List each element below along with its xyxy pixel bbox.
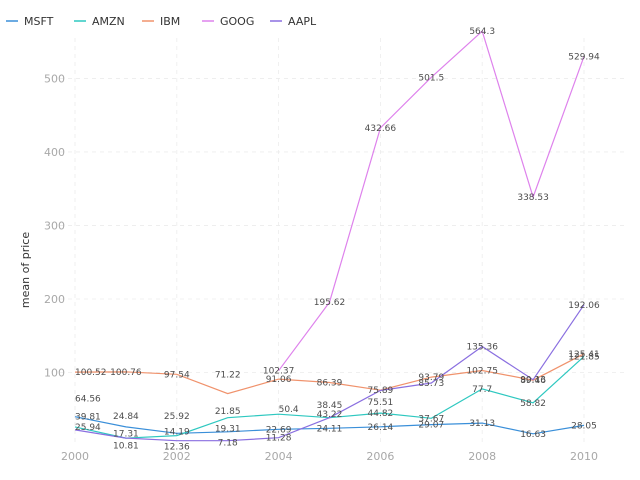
x-tick-label: 2004	[265, 450, 293, 463]
x-tick-label: 2000	[61, 450, 89, 463]
data-label: 19.31	[215, 424, 241, 434]
y-tick-label: 200	[44, 293, 65, 306]
data-label: 75.89	[368, 386, 394, 396]
data-label: 31.13	[469, 419, 495, 429]
data-label: 38.45	[317, 401, 343, 411]
data-label: 28.05	[571, 421, 597, 431]
data-label: 86.39	[317, 378, 343, 388]
series-line-aapl	[74, 304, 585, 442]
legend-label-amzn: AMZN	[92, 15, 125, 28]
data-label: 125.41	[568, 350, 600, 360]
data-label: 102.75	[466, 366, 498, 376]
data-label: 93.79	[418, 373, 444, 383]
data-label: 100.76	[110, 368, 142, 378]
data-label: 44.82	[368, 409, 394, 419]
data-label: 97.54	[164, 370, 190, 380]
data-label: 24.84	[113, 412, 139, 422]
data-label: 100.52	[75, 368, 107, 378]
data-label: 10.81	[113, 442, 139, 452]
data-label: 121.85	[568, 352, 600, 362]
data-label: 43.22	[317, 410, 343, 420]
data-label: 90.13	[520, 376, 546, 386]
y-tick-label: 500	[44, 72, 65, 85]
data-label: 26.14	[368, 423, 394, 433]
data-label: 85.73	[418, 379, 444, 389]
grid-lines	[60, 38, 625, 446]
data-label: 25.92	[164, 412, 190, 422]
legend-label-goog: GOOG	[220, 15, 254, 28]
data-label: 12.36	[164, 442, 190, 452]
y-tick-label: 300	[44, 219, 65, 232]
data-label: 7.18	[218, 439, 238, 449]
data-label: 29.07	[418, 421, 444, 431]
x-tick-label: 2010	[570, 450, 598, 463]
data-label: 39.81	[75, 413, 101, 423]
data-label: 17.31	[113, 429, 139, 439]
y-tick-label: 100	[44, 366, 65, 379]
data-label: 25.94	[75, 423, 101, 433]
data-label: 58.82	[520, 399, 546, 409]
data-label: 37.67	[418, 414, 444, 424]
series-line-msft	[74, 416, 585, 435]
data-label: 24.11	[317, 424, 343, 434]
legend: MSFT AMZN IBM GOOG AAPL	[6, 15, 317, 28]
data-label: 432.66	[365, 124, 397, 134]
data-label: 77.7	[472, 385, 492, 395]
x-tick-label: 2002	[163, 450, 191, 463]
x-tick-label: 2008	[468, 450, 496, 463]
data-label: 89.46	[520, 376, 546, 386]
series-line-ibm	[74, 353, 585, 395]
data-label: 564.3	[469, 27, 495, 37]
data-label: 14.19	[164, 428, 190, 438]
y-tick-label: 400	[44, 146, 65, 159]
y-axis-label: mean of price	[19, 232, 32, 308]
data-label: 71.22	[215, 370, 241, 380]
y-axis-ticks: 100 200 300 400 500	[44, 72, 65, 379]
data-label: 195.62	[314, 298, 346, 308]
data-label: 102.37	[263, 367, 295, 377]
data-label: 64.56	[75, 395, 101, 405]
data-label: 135.36	[466, 342, 498, 352]
data-label: 11.28	[266, 434, 292, 444]
data-label: 192.06	[568, 301, 600, 311]
data-label: 22.69	[266, 425, 292, 435]
x-tick-label: 2006	[366, 450, 394, 463]
legend-label-aapl: AAPL	[288, 15, 317, 28]
legend-label-ibm: IBM	[160, 15, 180, 28]
data-label: 75.51	[368, 398, 394, 408]
data-label: 21.85	[215, 407, 241, 417]
data-label: 16.63	[520, 430, 546, 440]
series-line-goog	[278, 30, 585, 372]
x-axis-ticks: 2000 2002 2004 2006 2008 2010	[61, 450, 598, 463]
data-label: 91.06	[266, 375, 292, 385]
data-label: 50.4	[279, 405, 299, 415]
data-label: 501.5	[418, 73, 444, 83]
data-label: 338.53	[517, 193, 549, 203]
series-lines	[74, 30, 585, 442]
data-label: 529.94	[568, 52, 600, 62]
legend-label-msft: MSFT	[24, 15, 54, 28]
